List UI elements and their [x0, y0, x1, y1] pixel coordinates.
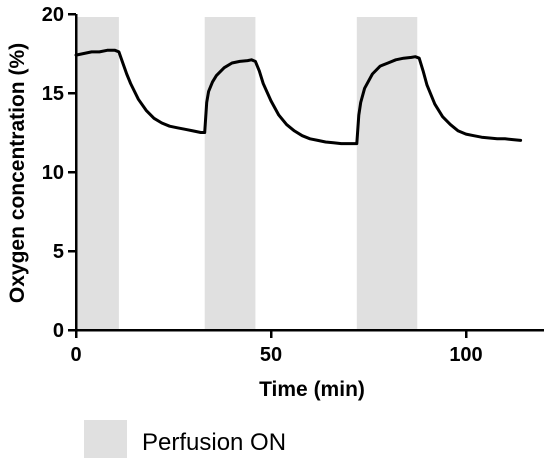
- perfusion-on-region-3: [356, 17, 418, 330]
- x-axis-title: Time (min): [259, 378, 365, 401]
- perfusion-on-region-1: [76, 17, 119, 330]
- oxygen-series-line-1: [74, 48, 523, 146]
- x-tick-label-50: 50: [260, 344, 282, 366]
- legend-swatch-perfusion-on: [84, 420, 127, 458]
- perfusion-shading-layer: [76, 17, 418, 330]
- series-layer: [74, 48, 523, 146]
- x-tick-label-0: 0: [70, 344, 81, 366]
- y-tick-label-20: 20: [42, 4, 64, 26]
- x-tick-label-100: 100: [449, 344, 482, 366]
- ticks-layer: 0 5 10 15 20 0 50 100: [42, 4, 483, 366]
- axes-layer: [74, 14, 544, 332]
- legend-label-perfusion-on: Perfusion ON: [142, 429, 286, 456]
- perfusion-on-region-2: [204, 17, 256, 330]
- y-tick-label-5: 5: [53, 241, 64, 263]
- y-axis-title: Oxygen concentration (%): [6, 43, 29, 303]
- y-tick-label-10: 10: [42, 162, 64, 184]
- y-tick-label-0: 0: [53, 320, 64, 342]
- y-tick-label-15: 15: [42, 83, 64, 105]
